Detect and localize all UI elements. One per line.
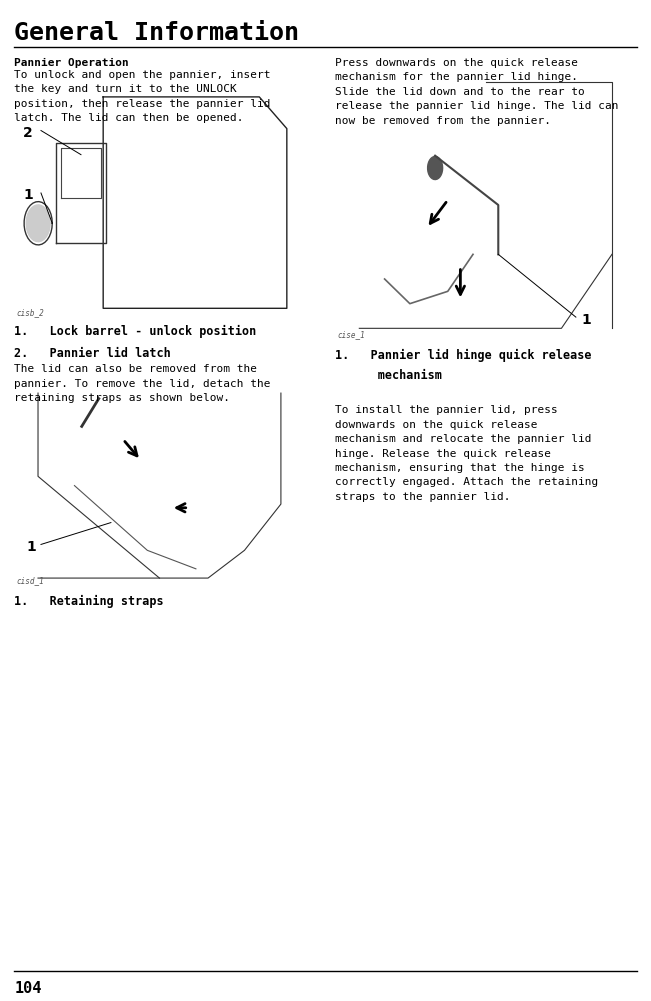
Text: 1: 1 [26,540,36,554]
Text: 104: 104 [14,981,42,996]
Text: Pannier Operation: Pannier Operation [14,58,129,68]
Text: Press downwards on the quick release
mechanism for the pannier lid hinge.
Slide : Press downwards on the quick release mec… [335,58,618,126]
Text: 1: 1 [582,313,592,327]
Bar [14,80,311,320]
Text: cise_1: cise_1 [337,330,365,339]
Text: 1: 1 [23,188,33,202]
Text: 1.   Lock barrel - unlock position: 1. Lock barrel - unlock position [14,325,256,338]
Polygon shape [26,205,50,241]
Bar [335,62,636,342]
Text: 2.   Pannier lid latch: 2. Pannier lid latch [14,347,171,360]
Text: 2: 2 [23,126,33,140]
Text: cisd_1: cisd_1 [16,577,44,586]
Text: mechanism: mechanism [335,369,442,382]
Text: 1.   Retaining straps: 1. Retaining straps [14,595,164,608]
Text: General Information: General Information [14,21,299,45]
Text: The lid can also be removed from the
pannier. To remove the lid, detach the
reta: The lid can also be removed from the pan… [14,364,271,403]
Text: To install the pannier lid, press
downwards on the quick release
mechanism and r: To install the pannier lid, press downwa… [335,405,598,502]
Text: To unlock and open the pannier, insert
the key and turn it to the UNLOCK
positio: To unlock and open the pannier, insert t… [14,70,271,123]
Bar [14,378,311,589]
Text: cisb_2: cisb_2 [16,308,44,317]
Polygon shape [428,156,443,179]
Text: 1.   Pannier lid hinge quick release: 1. Pannier lid hinge quick release [335,349,592,362]
